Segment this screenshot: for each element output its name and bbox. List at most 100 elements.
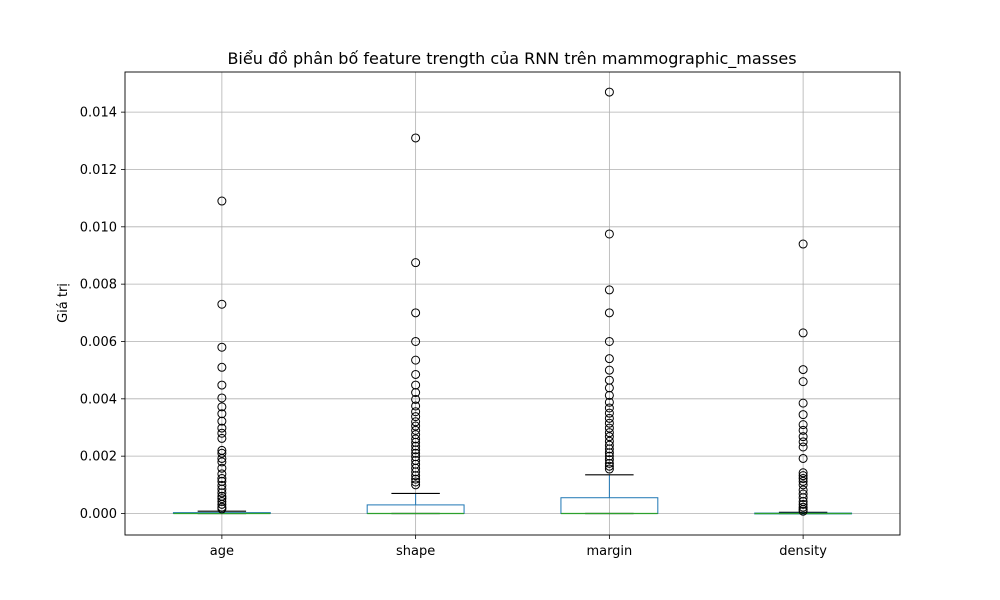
- x-tick-label-density: density: [779, 544, 827, 559]
- grid-layer: [125, 72, 900, 535]
- outlier-point: [411, 380, 421, 390]
- outlier-point: [217, 402, 227, 412]
- outlier-point: [411, 388, 421, 398]
- outlier-point: [217, 393, 227, 403]
- outlier-point: [217, 463, 227, 473]
- outlier-point: [217, 196, 227, 206]
- outlier-point: [604, 397, 614, 407]
- outlier-point: [604, 418, 614, 428]
- x-tick-label-shape: shape: [396, 544, 435, 559]
- outlier-point: [217, 433, 227, 443]
- outlier-point: [798, 471, 808, 481]
- y-tick-label: 0.014: [80, 106, 117, 121]
- outlier-point: [411, 471, 421, 481]
- axis-layer: 0.000 0.002 0.004 0.006 0.008 0.010 0.012 0.014…: [80, 71, 901, 559]
- outlier-point: [411, 421, 421, 431]
- outlier-point: [798, 432, 808, 442]
- y-tick-label: 0.000: [80, 507, 117, 522]
- outlier-point: [798, 365, 808, 375]
- outlier-point: [411, 355, 421, 365]
- outlier-point: [798, 499, 808, 509]
- outlier-point: [798, 502, 808, 512]
- outlier-point: [604, 464, 614, 474]
- outlier-point: [217, 380, 227, 390]
- box-layer: [172, 87, 853, 516]
- outlier-point: [798, 328, 808, 338]
- outlier-point: [411, 448, 421, 458]
- outlier-point: [798, 493, 808, 503]
- y-tick-label: 0.002: [80, 450, 117, 465]
- outlier-point: [798, 425, 808, 435]
- outlier-point: [798, 480, 808, 490]
- outlier-point: [411, 445, 421, 455]
- outlier-point: [604, 440, 614, 450]
- chart-title: Biểu đồ phân bố feature trength của RNN …: [227, 49, 796, 69]
- outlier-point: [604, 423, 614, 433]
- outlier-point: [411, 258, 421, 268]
- outlier-point: [217, 488, 227, 498]
- outlier-point: [217, 494, 227, 504]
- outlier-point: [411, 437, 421, 447]
- outlier-point: [604, 432, 614, 442]
- box-margin: [560, 87, 659, 515]
- plot-frame: [124, 71, 901, 536]
- outlier-point: [604, 354, 614, 364]
- y-tick-label: 0.006: [80, 335, 117, 350]
- outlier-point: [217, 423, 227, 433]
- outlier-point: [798, 398, 808, 408]
- outlier-point: [411, 474, 421, 484]
- outlier-point: [411, 308, 421, 318]
- outlier-point: [411, 452, 421, 462]
- outlier-point: [217, 457, 227, 467]
- outlier-point: [604, 383, 614, 393]
- outlier-point: [411, 425, 421, 435]
- outlier-point: [411, 336, 421, 346]
- outlier-point: [798, 506, 808, 516]
- y-axis-title: Giá trị: [56, 283, 71, 323]
- outlier-point: [411, 394, 421, 404]
- outlier-point: [217, 428, 227, 438]
- box-density: [754, 239, 853, 516]
- outlier-point: [604, 336, 614, 346]
- outlier-point: [798, 476, 808, 486]
- outlier-point: [798, 489, 808, 499]
- outlier-point: [217, 416, 227, 426]
- outlier-point: [217, 342, 227, 352]
- outlier-point: [604, 413, 614, 423]
- outlier-point: [604, 365, 614, 375]
- outlier-point: [411, 480, 421, 490]
- outlier-point: [604, 444, 614, 454]
- y-tick-label: 0.010: [80, 220, 117, 235]
- outlier-point: [217, 496, 227, 506]
- outlier-point: [604, 308, 614, 318]
- outlier-point: [217, 469, 227, 479]
- box-shape: [366, 133, 465, 515]
- outlier-point: [798, 437, 808, 447]
- y-tick-label: 0.008: [80, 278, 117, 293]
- outlier-point: [798, 468, 808, 478]
- outlier-point: [604, 455, 614, 465]
- x-tick-label-margin: margin: [586, 544, 632, 559]
- outlier-point: [604, 229, 614, 239]
- outlier-point: [604, 408, 614, 418]
- outlier-point: [411, 477, 421, 487]
- outlier-point: [217, 504, 227, 514]
- outlier-point: [604, 458, 614, 468]
- outlier-point: [217, 299, 227, 309]
- outlier-point: [604, 390, 614, 400]
- outlier-point: [604, 428, 614, 438]
- outlier-point: [798, 453, 808, 463]
- outlier-point: [217, 484, 227, 494]
- outlier-point: [604, 87, 614, 97]
- outlier-point: [798, 474, 808, 484]
- outlier-point: [798, 410, 808, 420]
- outlier-point: [798, 420, 808, 430]
- outlier-point: [798, 377, 808, 387]
- outlier-point: [411, 133, 421, 143]
- outlier-point: [604, 285, 614, 295]
- outlier-point: [217, 409, 227, 419]
- outlier-point: [411, 467, 421, 477]
- outlier-point: [217, 448, 227, 458]
- outlier-point: [411, 412, 421, 422]
